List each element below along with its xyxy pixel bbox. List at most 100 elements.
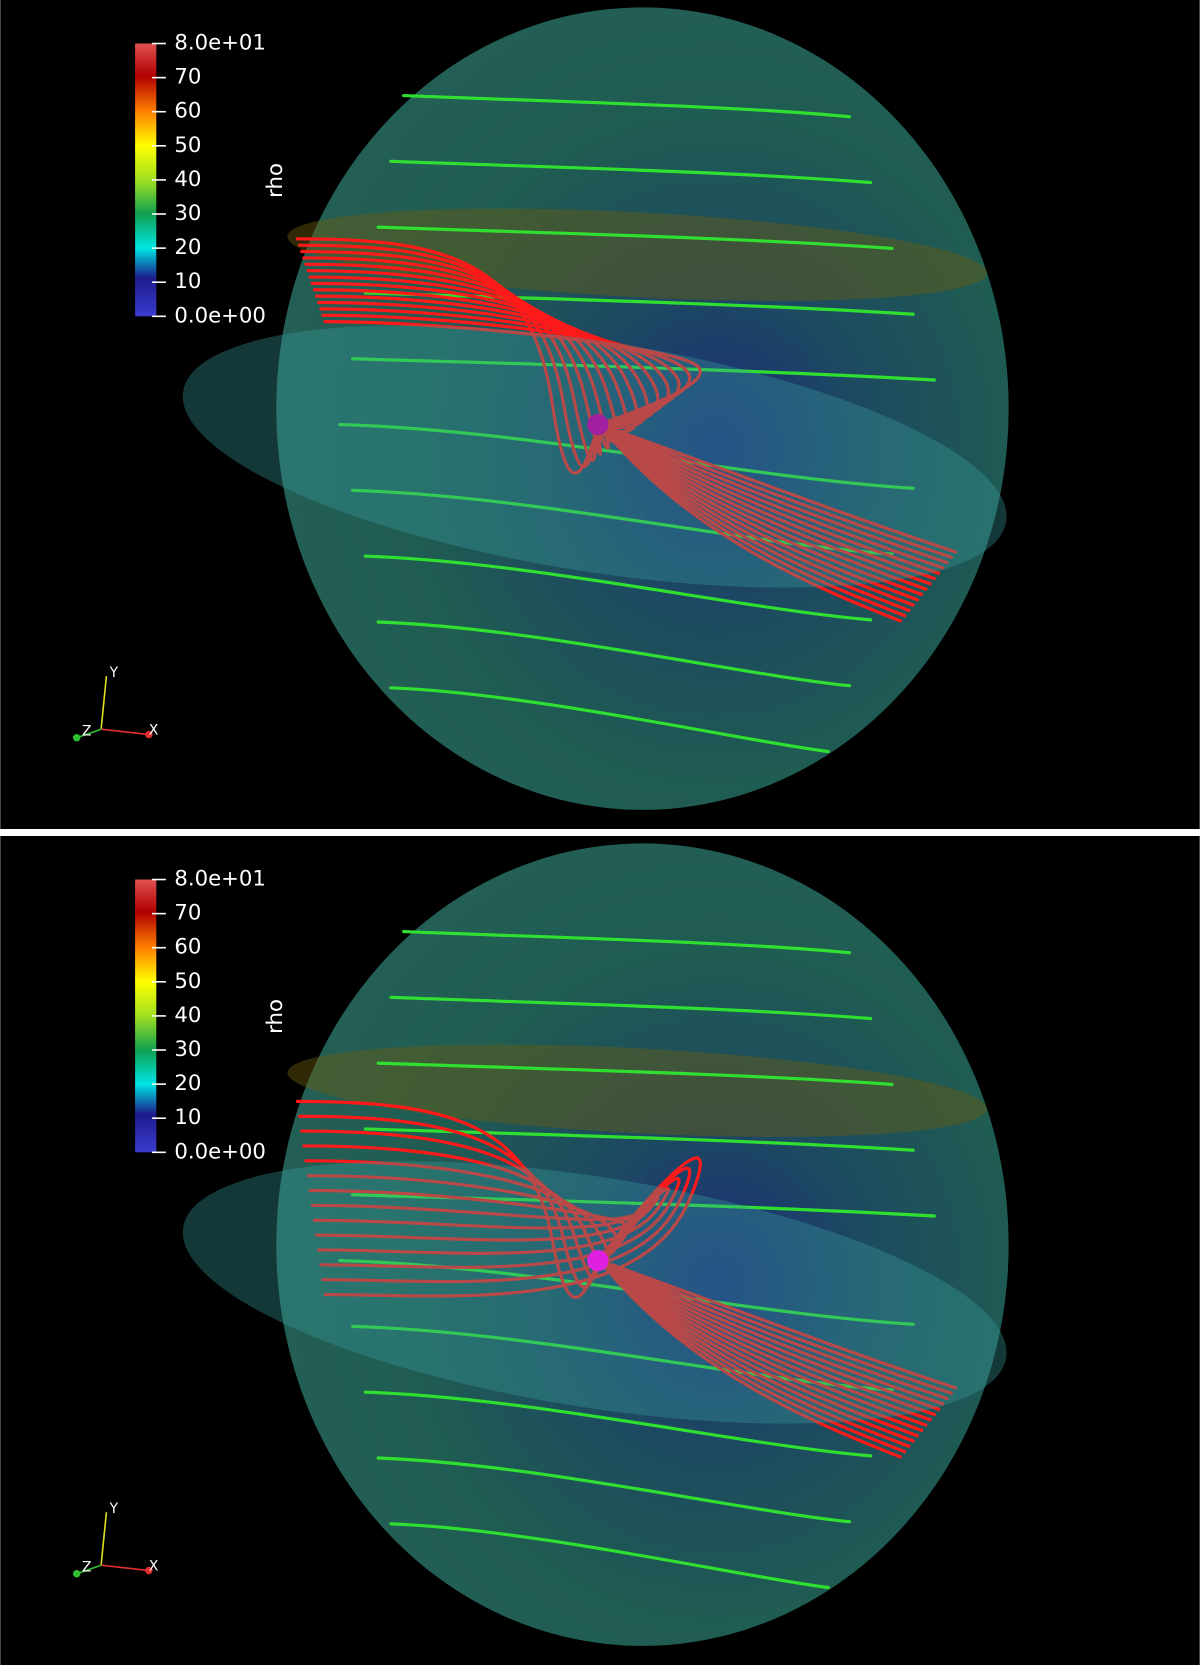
red-streamline — [598, 422, 911, 612]
planet — [587, 413, 609, 436]
red-streamline — [598, 422, 941, 575]
red-streamline — [598, 1258, 919, 1438]
red-streamline — [598, 1258, 911, 1448]
green-streamline — [376, 1061, 894, 1086]
red-streamline — [319, 307, 681, 427]
colorbar-label: 20 — [174, 1071, 201, 1096]
green-streamline — [376, 1456, 852, 1524]
red-streamline — [598, 1258, 953, 1395]
red-streamline — [321, 313, 692, 427]
red-streamline — [598, 1258, 915, 1443]
green-streamline — [363, 1127, 915, 1152]
red-streamline — [598, 1258, 958, 1390]
red-streamline — [598, 1258, 932, 1422]
colorbar-label: 20 — [174, 235, 201, 260]
axis-label: Y — [109, 665, 119, 681]
green-streamline — [363, 554, 873, 622]
axis-x — [101, 728, 149, 736]
green-streamline — [376, 620, 852, 688]
colorbar-label: 40 — [174, 167, 201, 192]
red-streamline — [598, 422, 928, 591]
axis-label: X — [149, 1558, 159, 1574]
red-streamline — [598, 1258, 949, 1401]
green-streamline — [402, 93, 852, 119]
axis-label: X — [149, 722, 159, 738]
red-streamline — [598, 422, 915, 607]
field-lines — [295, 93, 958, 754]
axis-z — [76, 1564, 102, 1575]
colorbar-label: 10 — [174, 269, 201, 294]
red-streamline — [598, 422, 907, 618]
colorbar-title: rho — [263, 999, 288, 1034]
red-streamline — [306, 1174, 619, 1263]
red-streamline — [314, 294, 660, 427]
colorbar-label: 30 — [174, 201, 201, 226]
red-streamline — [304, 262, 610, 450]
colorbar-label: 70 — [174, 65, 201, 90]
axis-label: Z — [82, 1559, 91, 1575]
axis-y — [100, 676, 108, 730]
green-streamline — [351, 488, 894, 556]
density-band — [287, 1044, 987, 1137]
colorbar-label: 10 — [174, 1105, 201, 1130]
red-streamline — [598, 1258, 924, 1433]
red-streamline — [598, 422, 924, 597]
colorbar — [135, 879, 157, 1153]
red-streamline — [598, 1258, 941, 1411]
red-streamline — [598, 1258, 902, 1459]
equatorial-disk — [182, 1161, 1007, 1424]
axis-label: Z — [82, 723, 91, 739]
red-streamline — [598, 422, 902, 623]
axis-tip — [145, 730, 153, 739]
red-streamline — [598, 1258, 928, 1427]
green-streamline — [389, 1522, 830, 1590]
red-streamline — [598, 422, 953, 559]
render-view: 8.0e+01 70 60 50 40 30 20 10 0.0e+00 rho Y X Z — [0, 836, 1200, 1665]
green-streamline — [351, 1324, 894, 1392]
planet — [587, 1249, 609, 1272]
red-streamline — [298, 243, 602, 469]
red-streamline — [317, 300, 670, 427]
red-streamline — [598, 1258, 907, 1454]
green-streamline — [389, 995, 873, 1021]
red-streamline — [312, 288, 649, 430]
axis-tip — [145, 1566, 153, 1575]
colorbar-label: 50 — [174, 133, 201, 158]
colorbar-label: 0.0e+00 — [174, 303, 266, 328]
red-streamline — [323, 1156, 702, 1298]
red-streamline — [598, 422, 949, 565]
red-streamline — [598, 422, 919, 602]
green-streamline — [363, 1390, 873, 1458]
axis-y — [100, 1512, 108, 1566]
colorbar-label: 60 — [174, 99, 201, 124]
red-streamline — [598, 422, 936, 581]
green-streamline — [351, 1193, 936, 1218]
colorbar — [135, 43, 157, 317]
red-streamline — [323, 320, 702, 427]
colorbar-label: 30 — [174, 1037, 201, 1062]
colorbar-title: rho — [263, 163, 288, 198]
red-streamline — [598, 1258, 945, 1406]
axis-label: Y — [109, 1501, 119, 1517]
render-view: 8.0e+01 70 60 50 40 30 20 10 0.0e+00 rho Y X Z — [0, 0, 1200, 829]
red-streamline — [598, 422, 958, 554]
colorbar-label: 60 — [174, 935, 201, 960]
red-streamline — [598, 422, 945, 570]
green-streamline — [402, 929, 852, 955]
red-streamline — [598, 1258, 936, 1417]
axis-tip — [72, 733, 81, 742]
green-streamline — [351, 357, 936, 382]
red-streamline — [302, 256, 602, 456]
colorbar-label: 0.0e+00 — [174, 1139, 266, 1164]
axis-x — [101, 1564, 149, 1572]
colorbar-label: 50 — [174, 969, 201, 994]
green-streamline — [389, 686, 830, 754]
red-streamline — [306, 269, 619, 444]
field-lines — [295, 929, 958, 1590]
red-streamline — [295, 237, 602, 475]
axis-z — [76, 728, 102, 739]
colorbar-label: 8.0e+01 — [174, 31, 266, 56]
green-streamline — [389, 159, 873, 185]
colorbar-label: 40 — [174, 1003, 201, 1028]
